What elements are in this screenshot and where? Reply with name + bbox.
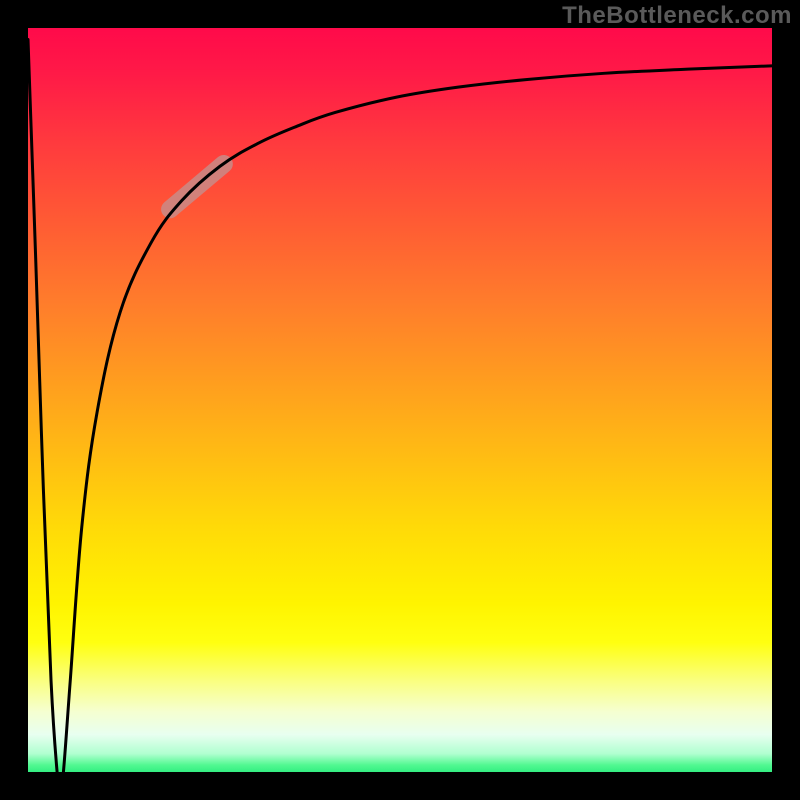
plot-background (28, 28, 796, 796)
chart-svg (0, 0, 800, 800)
watermark-text: TheBottleneck.com (562, 2, 792, 30)
bottleneck-chart: TheBottleneck.com (0, 0, 800, 800)
